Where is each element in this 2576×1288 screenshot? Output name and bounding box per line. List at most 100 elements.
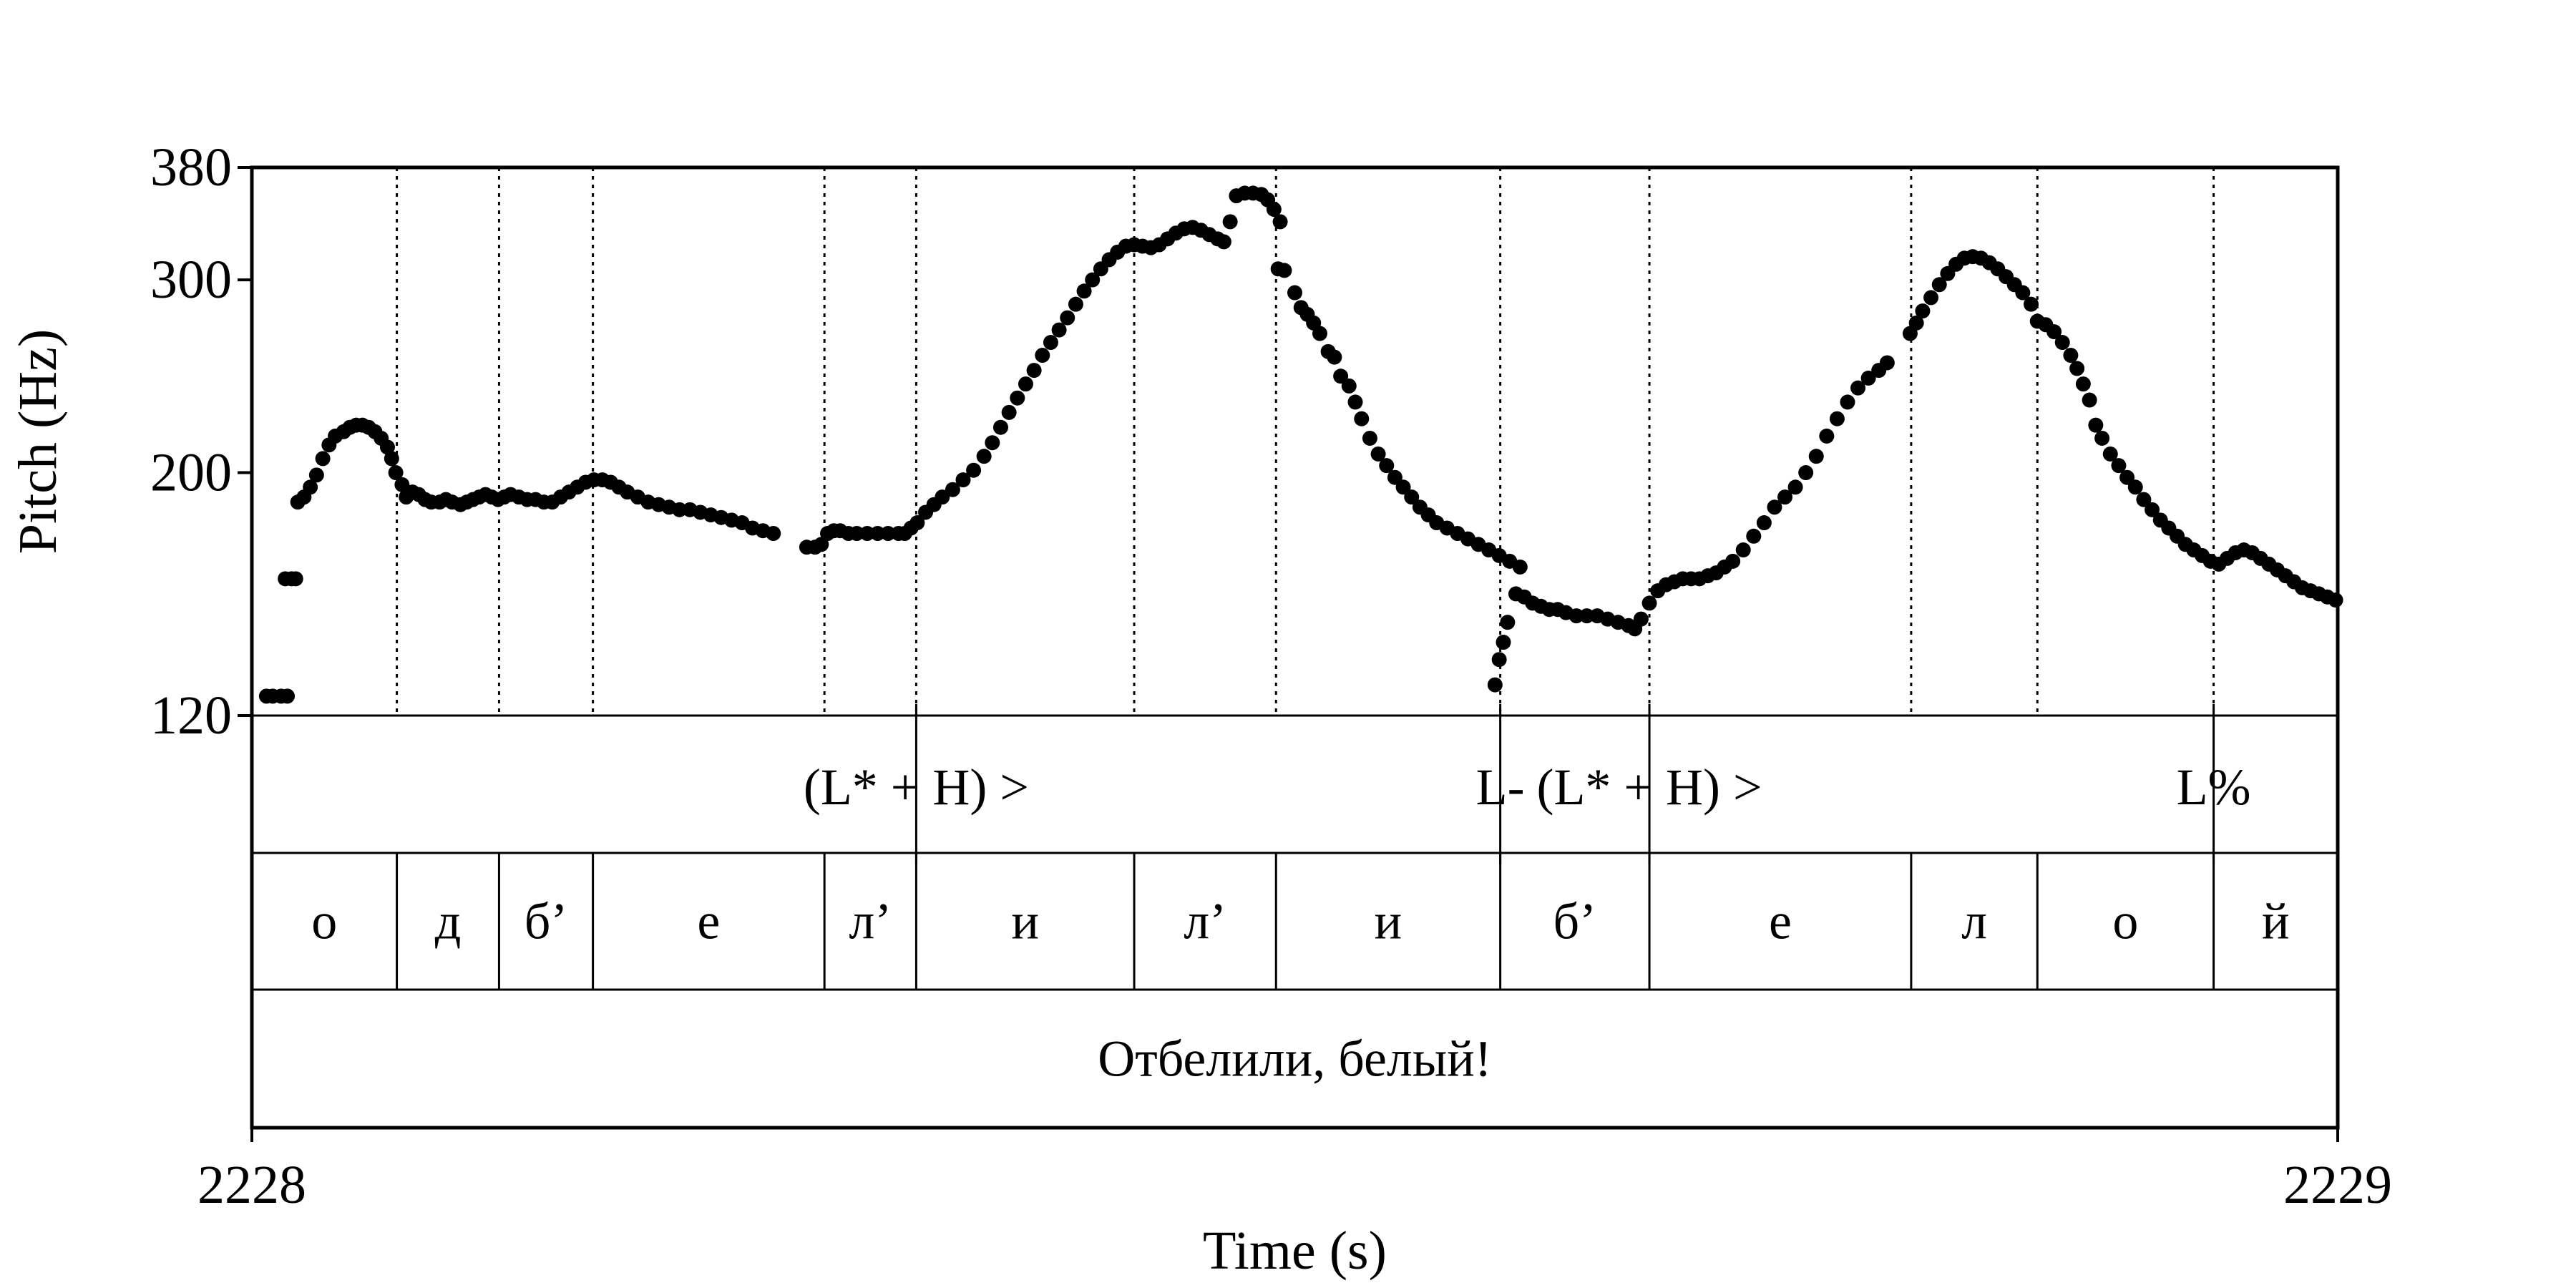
pitch-point xyxy=(384,451,399,467)
pitch-point xyxy=(2063,347,2079,363)
segment-label: е xyxy=(697,893,720,950)
pitch-point xyxy=(2069,361,2085,376)
pitch-point xyxy=(1018,376,1033,392)
pitch-point xyxy=(1010,390,1025,406)
frame-rect xyxy=(250,165,2340,1130)
pitch-point xyxy=(2046,324,2062,340)
pitch-point xyxy=(1035,347,1050,363)
pitch-point xyxy=(992,419,1008,435)
segment-label: л xyxy=(1961,893,1987,950)
pitch-point xyxy=(2075,376,2091,392)
pitch-point xyxy=(935,489,950,505)
segment-label: й xyxy=(2262,893,2290,950)
tone-label: (L* + H) > xyxy=(804,758,1029,816)
pitch-point xyxy=(315,451,331,467)
pitch-point xyxy=(1633,611,1649,627)
pitch-point xyxy=(1512,559,1528,575)
pitch-point xyxy=(1491,652,1507,668)
pitch-point xyxy=(1060,310,1075,326)
pitch-point xyxy=(1840,394,1855,410)
pitch-point xyxy=(1725,553,1741,569)
segment-label: о xyxy=(311,893,337,950)
segment-label: и xyxy=(1011,893,1039,950)
pitch-point xyxy=(1222,214,1238,230)
pitch-point xyxy=(303,479,318,495)
pitch-point xyxy=(1808,449,1824,464)
pitch-point xyxy=(388,465,404,481)
pitch-point xyxy=(766,525,781,541)
pitch-point xyxy=(1879,355,1895,371)
pitch-point xyxy=(280,688,296,704)
pitch-point xyxy=(1001,404,1017,420)
segment-label: л’ xyxy=(1184,893,1226,950)
pitch-point xyxy=(2328,592,2343,608)
pitch-point xyxy=(2054,335,2070,351)
tone-tier: (L* + H) > L- (L* + H) > L% xyxy=(804,704,2251,864)
pitch-point xyxy=(394,477,410,492)
pitch-point xyxy=(1829,411,1845,426)
pitch-point xyxy=(1370,446,1386,462)
pitch-point xyxy=(1500,615,1516,630)
y-tick-label: 300 xyxy=(150,250,232,310)
pitch-point xyxy=(1641,595,1657,611)
pitch-point xyxy=(1798,465,1814,481)
tone-label: L- xyxy=(1476,758,1525,816)
segment-label: и xyxy=(1375,893,1402,950)
pitch-point xyxy=(909,515,925,531)
pitch-point xyxy=(814,537,829,552)
pitch-point xyxy=(1068,296,1083,312)
boundary-lines xyxy=(396,167,2215,716)
pitch-point xyxy=(2102,446,2118,462)
pitch-point xyxy=(1568,608,1584,624)
y-tick-label: 380 xyxy=(150,137,232,197)
pitch-point xyxy=(288,571,303,587)
pitch-point xyxy=(1579,608,1595,624)
pitch-point xyxy=(308,467,324,483)
pitch-point xyxy=(1395,479,1411,495)
segment-label: б’ xyxy=(525,893,568,950)
pitch-point xyxy=(1787,479,1803,495)
y-tick-label: 200 xyxy=(150,443,232,503)
pitch-point xyxy=(2023,296,2039,312)
pitch-point xyxy=(1277,263,1292,278)
pitch-point xyxy=(1051,322,1067,338)
pitch-point xyxy=(1347,394,1363,410)
pitch-point xyxy=(2127,479,2143,495)
pitch-point xyxy=(1287,285,1302,301)
pitch-point xyxy=(2094,430,2110,446)
segment-label: б’ xyxy=(1553,893,1597,950)
pitch-point xyxy=(1931,277,1947,293)
pitch-point xyxy=(870,525,885,541)
pitch-point xyxy=(2015,285,2031,301)
pitch-point xyxy=(2082,392,2097,408)
pitch-point xyxy=(2111,458,2127,474)
segment-label: д xyxy=(435,893,462,950)
pitch-point xyxy=(1404,489,1420,505)
pitch-point xyxy=(1026,363,1042,379)
pitch-point xyxy=(1266,201,1282,217)
pitch-point xyxy=(849,525,864,541)
pitch-point xyxy=(1735,542,1751,558)
pitch-point xyxy=(1777,489,1793,505)
pitch-point xyxy=(1819,428,1835,444)
x-tick-label: 2228 xyxy=(197,1155,306,1215)
pitch-point xyxy=(966,462,982,478)
sentence-label: Отбелили, белый! xyxy=(1098,1030,1491,1088)
pitch-points xyxy=(258,185,2343,704)
segment-tier: о д б’ е л’ и л’ и б’ е л о й xyxy=(311,853,2290,990)
pitch-point xyxy=(1312,326,1327,341)
pitch-point xyxy=(672,502,688,517)
pitch-point xyxy=(1908,315,1924,331)
pitch-point xyxy=(1076,283,1092,299)
pitch-point xyxy=(1746,528,1762,544)
chart-frame xyxy=(250,165,2340,1130)
pitch-point xyxy=(1333,369,1349,384)
pitch-point xyxy=(1216,234,1231,250)
pitch-point xyxy=(945,482,960,497)
pitch-point xyxy=(1923,290,1939,306)
pitch-point xyxy=(976,449,992,464)
pitch-point xyxy=(1915,303,1931,319)
segment-label: л’ xyxy=(849,893,892,950)
pitch-point xyxy=(1354,411,1370,426)
